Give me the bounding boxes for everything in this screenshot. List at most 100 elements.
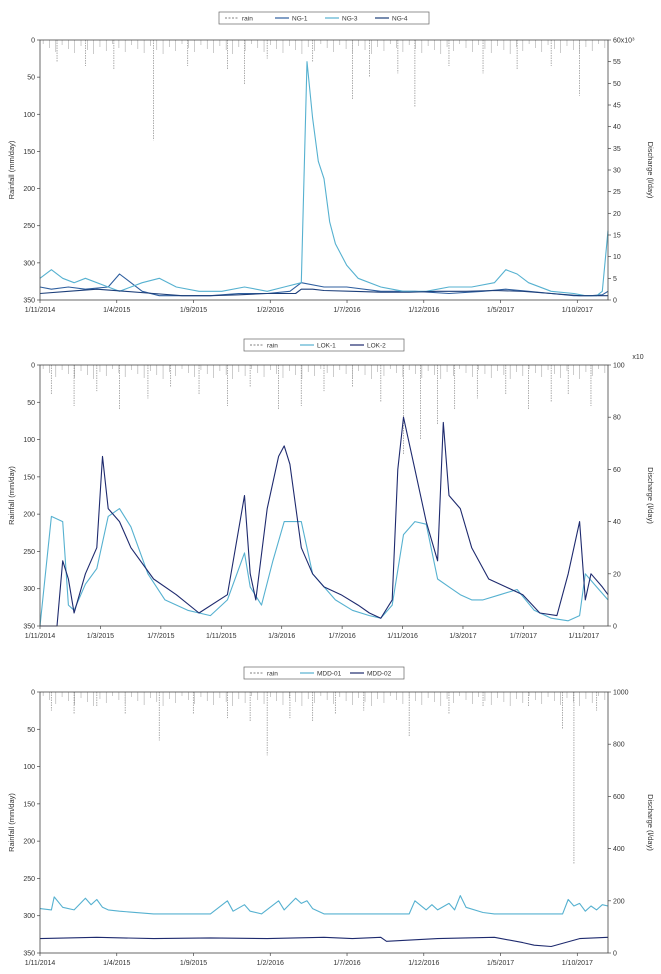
y-tick-label: 0 (31, 363, 35, 370)
legend-box (243, 666, 405, 680)
legend-label: rain (242, 16, 253, 23)
series-line-NG-4 (39, 288, 608, 297)
x-tick-label: 1/11/2015 (206, 633, 237, 640)
x-tick-label: 1/2/2016 (257, 960, 284, 967)
y-axis-label: Rainfall (mm/day) (7, 793, 16, 852)
x-tick-label: 1/10/2017 (562, 960, 593, 967)
x-tick-label: 1/12/2016 (408, 960, 439, 967)
y2-axis-label: Discharge (l/day) (646, 467, 655, 524)
axes: 0 50 100 150 200 250 300 350 0 200 400 600 800 1000 1/… (7, 690, 655, 968)
legend-box (218, 11, 430, 25)
legend: rain MDD-01 MDD-02 (243, 666, 405, 680)
x-tick-label: 1/4/2015 (103, 960, 130, 967)
y2-axis-label: Discharge (l/day) (646, 794, 655, 851)
y2-tick-label: 60 (613, 467, 621, 474)
legend: rain NG-1 NG-3 NG-4 (218, 11, 430, 25)
y-tick-label: 50 (27, 727, 35, 734)
y-tick-label: 100 (23, 764, 35, 771)
legend-label: MDD-02 (367, 671, 392, 678)
y2-tick-label: 400 (613, 846, 625, 853)
x-tick-label: 1/5/2017 (487, 307, 514, 314)
y-tick-label: 250 (23, 876, 35, 883)
series-line-LOK-1 (39, 508, 609, 627)
y-tick-label: 100 (23, 437, 35, 444)
y-tick-label: 150 (23, 149, 35, 156)
x-tick-label: 1/2/2016 (257, 307, 284, 314)
y-tick-label: 0 (31, 690, 35, 697)
axes: 0 50 100 150 200 250 300 350 0 20 40 60 80 100 x10 1/11… (7, 354, 655, 640)
x-tick-label: 1/9/2015 (180, 960, 207, 967)
y-tick-label: 350 (23, 951, 35, 958)
series-line-MDD-01 (39, 895, 609, 915)
y2-axis-label: Discharge (l/day) (646, 142, 655, 199)
plot-border (39, 39, 609, 301)
y2-tick-label: 20 (613, 211, 621, 218)
y2-tick-label: 40 (613, 519, 621, 526)
y2-tick-label: 10 (613, 254, 621, 261)
y2-tick-label: 0 (613, 951, 617, 958)
x-tick-label: 1/10/2017 (562, 307, 593, 314)
y-tick-label: 50 (27, 75, 35, 82)
y-tick-label: 50 (27, 400, 35, 407)
legend-label: NG-4 (392, 16, 408, 23)
series-line-MDD-02 (39, 936, 609, 948)
rain-bars (42, 692, 606, 864)
y2-tick-label: 0 (613, 298, 617, 305)
legend-label: MDD-01 (317, 671, 342, 678)
y-tick-label: 350 (23, 298, 35, 305)
x-tick-label: 1/3/2016 (268, 633, 295, 640)
y2-tick-label: 200 (613, 898, 625, 905)
x-tick-label: 1/11/2014 (25, 307, 56, 314)
y2-tick-label: 800 (613, 742, 625, 749)
y-tick-label: 300 (23, 260, 35, 267)
series-line-NG-3 (39, 61, 609, 297)
y-tick-label: 250 (23, 549, 35, 556)
series-line-LOK-2 (40, 416, 609, 627)
y2-tick-label: 1000 (613, 690, 629, 697)
x-tick-label: 1/7/2015 (147, 633, 174, 640)
y-axis-label: Rainfall (mm/day) (7, 140, 16, 199)
rain-bars (42, 365, 606, 455)
y2-tick-label: 55 (613, 59, 621, 66)
y2-tick-label: 25 (613, 189, 621, 196)
y2-tick-label: 100 (613, 363, 625, 370)
plot-border (39, 364, 609, 627)
legend-label: LOK-2 (367, 343, 386, 350)
x-tick-label: 1/9/2015 (180, 307, 207, 314)
series-lines (39, 61, 609, 297)
x-tick-label: 1/11/2014 (25, 633, 56, 640)
x-tick-label: 1/7/2016 (333, 960, 360, 967)
y2-tick-label: 60x10³ (613, 38, 635, 45)
legend-label: rain (267, 343, 278, 350)
x-tick-label: 1/7/2017 (510, 633, 537, 640)
y-axis-label: Rainfall (mm/day) (7, 466, 16, 525)
y2-tick-label: 15 (613, 233, 621, 240)
rain-bars (42, 40, 606, 141)
y-tick-label: 200 (23, 186, 35, 193)
y2-tick-label: 50 (613, 81, 621, 88)
y2-tick-label: 30 (613, 168, 621, 175)
y-tick-label: 300 (23, 913, 35, 920)
y-tick-label: 0 (31, 38, 35, 45)
plot-frame (39, 691, 609, 954)
axes: 0 50 100 150 200 250 300 350 0 5 10 15 20 25 30 35 40 45 5… (7, 38, 655, 315)
series-lines (39, 895, 609, 948)
x-tick-label: 1/4/2015 (103, 307, 130, 314)
legend: rain LOK-1 LOK-2 (243, 338, 405, 352)
x-tick-label: 1/7/2016 (329, 633, 356, 640)
y-tick-label: 350 (23, 624, 35, 631)
y-tick-label: 100 (23, 112, 35, 119)
legend-box (243, 338, 405, 352)
y2-tick-label: 5 (613, 276, 617, 283)
y-tick-label: 300 (23, 586, 35, 593)
y2-multiplier: x10 (632, 354, 643, 361)
y-tick-label: 150 (23, 801, 35, 808)
y2-tick-label: 80 (613, 415, 621, 422)
y-tick-label: 200 (23, 512, 35, 519)
y2-tick-label: 0 (613, 624, 617, 631)
x-tick-label: 1/11/2014 (25, 960, 56, 967)
plot-frame (39, 364, 609, 627)
series-lines (39, 416, 609, 627)
plot-border (39, 691, 609, 954)
y2-tick-label: 20 (613, 571, 621, 578)
